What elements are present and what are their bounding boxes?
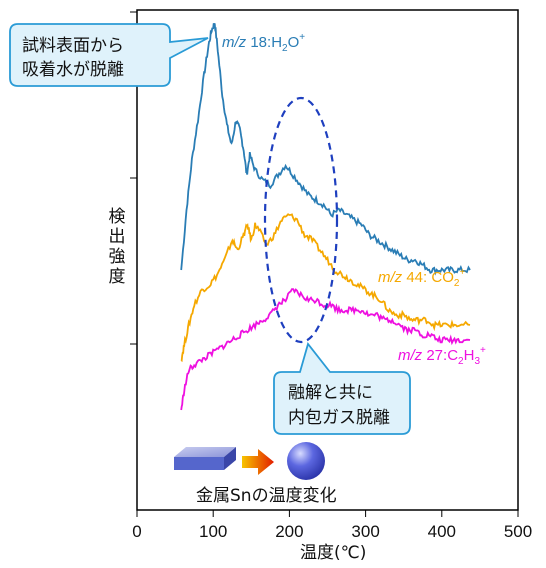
callout-bottom: 融解と共に 内包ガス脱離 [273, 342, 411, 435]
y-axis-label-char: 出 [109, 227, 126, 247]
callout-top-line-2: 吸着水が脱離 [22, 60, 124, 80]
y-axis-label-char: 強 [109, 247, 126, 267]
series-line-0 [180, 23, 471, 276]
right-arrow-icon [242, 449, 274, 475]
plot-frame [136, 9, 519, 511]
dashed-highlight-ellipse [263, 96, 339, 344]
series-label-h2o: m/z 18:H2O+ [222, 32, 305, 54]
callout-bottom-line-2: 内包ガス脱離 [288, 408, 390, 428]
callout-top: 試料表面から 吸着水が脱離 [9, 23, 209, 87]
series-lines [180, 23, 471, 411]
y-axis-ticks [130, 11, 137, 345]
sn-sheet-illustration [174, 447, 236, 470]
series-label-co2: m/z 44: CO2+ [378, 267, 465, 289]
y-axis-label-char: 検 [109, 207, 126, 227]
x-tick-label-200: 200 [275, 522, 303, 541]
sn-ball-illustration [287, 442, 325, 480]
x-tick-label-400: 400 [428, 522, 456, 541]
x-tick-label-0: 0 [132, 522, 141, 541]
x-tick-label-500: 500 [504, 522, 532, 541]
x-axis-tick-labels: 0 100 200 300 400 500 [132, 522, 532, 541]
series-line-2 [180, 288, 471, 411]
series-line-1 [180, 213, 471, 363]
caption-sn-temperature: 金属Snの温度変化 [196, 486, 337, 506]
y-axis-label-char: 度 [109, 267, 126, 287]
x-axis-label: 温度(℃) [300, 543, 366, 563]
x-axis-ticks [136, 510, 519, 517]
callout-top-line-1: 試料表面から [22, 36, 124, 56]
callout-bottom-line-1: 融解と共に [288, 383, 373, 403]
x-tick-label-300: 300 [351, 522, 379, 541]
series-label-c2h3: m/z 27:C2H3+ [398, 345, 486, 367]
x-tick-label-100: 100 [199, 522, 227, 541]
